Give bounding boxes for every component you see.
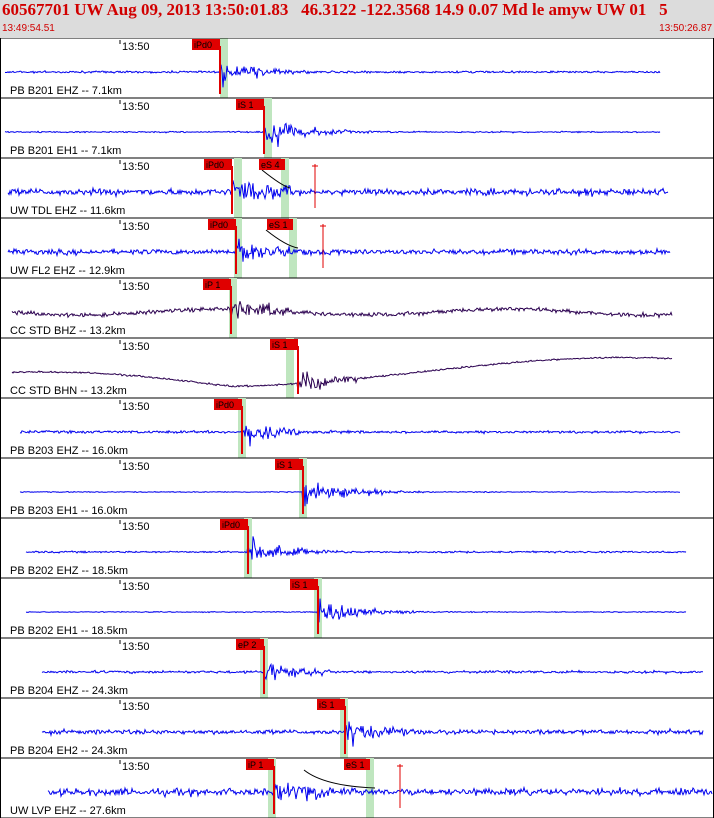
theory-curve: [261, 169, 291, 189]
theory-curve: [303, 769, 376, 789]
station-label: UW FL2 EHZ -- 12.9km: [10, 265, 125, 277]
s-pick-label-bg[interactable]: [267, 219, 293, 230]
waveform: [7, 238, 671, 262]
pick-label-bg[interactable]: [236, 639, 264, 650]
trace-panel: 13:50 iP 1 CC STD BHZ -- 13.2km: [0, 278, 714, 339]
event-title: 60567701 UW Aug 09, 2013 13:50:01.83 46.…: [2, 0, 668, 19]
waveform: [19, 482, 681, 507]
station-label: PB B202 EH1 -- 18.5km: [10, 625, 127, 637]
trace-panel: 13:50 iPd0 PB B201 EHZ -- 7.1km: [0, 38, 714, 99]
waveform: [11, 356, 673, 391]
waveform: [4, 122, 661, 147]
station-label: CC STD BHN -- 13.2km: [10, 385, 127, 397]
tick-label: 13:50: [122, 581, 150, 593]
pick-label-bg[interactable]: [236, 99, 264, 110]
p-window: [286, 338, 294, 398]
pick-label: eP 2: [238, 640, 256, 650]
pick-label: iPd0: [210, 220, 228, 230]
p-window: [264, 98, 272, 158]
tick-label: 13:50: [122, 761, 150, 773]
tick-label: 13:50: [122, 281, 150, 293]
trace-panel: 13:50 iPd0 eS 1 UW FL2 EHZ -- 12.9km: [0, 218, 714, 279]
pick-label: iP 1: [248, 760, 263, 770]
station-label: UW TDL EHZ -- 11.6km: [10, 205, 125, 217]
record-header: 60567701 UW Aug 09, 2013 13:50:01.83 46.…: [0, 0, 714, 38]
s-pick-label: eS 1: [269, 220, 288, 230]
pick-label: iS 1: [292, 580, 308, 590]
waveform: [7, 180, 669, 201]
time-start-label: 13:49:54.51: [2, 23, 55, 34]
s-pick-label: eS 4: [261, 160, 280, 170]
station-label: PB B201 EH1 -- 7.1km: [10, 145, 121, 157]
theory-curve: [265, 229, 299, 249]
trace-panel: 13:50 iS 1 PB B203 EH1 -- 16.0km: [0, 458, 714, 519]
pick-label: iS 1: [277, 460, 293, 470]
pick-label: iPd0: [216, 400, 234, 410]
pick-label-bg[interactable]: [208, 219, 236, 230]
pick-label: iS 1: [238, 100, 254, 110]
trace-panel: 13:50 iPd0 PB B203 EHZ -- 16.0km: [0, 398, 714, 459]
s-pick-label-bg[interactable]: [344, 759, 370, 770]
pick-label-bg[interactable]: [270, 339, 298, 350]
pick-label-bg[interactable]: [192, 39, 220, 50]
p-window: [268, 758, 276, 818]
tick-label: 13:50: [122, 641, 150, 653]
station-label: PB B201 EHZ -- 7.1km: [10, 85, 122, 97]
pick-label: iS 1: [319, 700, 335, 710]
tick-label: 13:50: [122, 701, 150, 713]
trace-panel: 13:50 eP 2 PB B204 EHZ -- 24.3km: [0, 638, 714, 699]
pick-label-bg[interactable]: [317, 699, 345, 710]
waveform: [41, 721, 704, 747]
pick-label-bg[interactable]: [246, 759, 274, 770]
waveform: [11, 301, 673, 320]
pick-label-bg[interactable]: [290, 579, 318, 590]
trace-panel: 13:50 iS 1 PB B202 EH1 -- 18.5km: [0, 578, 714, 639]
pick-label: iS 1: [272, 340, 288, 350]
tick-label: 13:50: [122, 461, 150, 473]
s-window: [289, 218, 297, 278]
s-pick-label: eS 1: [346, 760, 365, 770]
pick-label: iPd0: [206, 160, 224, 170]
tick-label: 13:50: [122, 401, 150, 413]
s-pick-label-bg[interactable]: [259, 159, 285, 170]
tick-label: 13:50: [122, 101, 150, 113]
trace-panel: 13:50 iPd0 eS 4 UW TDL EHZ -- 11.6km: [0, 158, 714, 219]
tick-label: 13:50: [122, 521, 150, 533]
tick-label: 13:50: [122, 41, 150, 53]
waveform: [41, 662, 703, 681]
pick-label-bg[interactable]: [214, 399, 242, 410]
waveform: [25, 598, 687, 623]
trace-panel: 13:50 iS 1 PB B201 EH1 -- 7.1km: [0, 98, 714, 159]
p-window: [220, 38, 228, 98]
pick-label-bg[interactable]: [203, 279, 231, 290]
station-label: UW LVP EHZ -- 27.6km: [10, 805, 126, 817]
trace-panel: 13:50 iS 1 PB B204 EH2 -- 24.3km: [0, 698, 714, 759]
pick-label-bg[interactable]: [220, 519, 248, 530]
station-label: PB B204 EHZ -- 24.3km: [10, 685, 128, 697]
pick-label: iPd0: [194, 40, 212, 50]
time-end-label: 13:50:26.87: [659, 23, 712, 34]
pick-label: iPd0: [222, 520, 240, 530]
pick-label: iP 1: [205, 280, 220, 290]
tick-label: 13:50: [122, 341, 150, 353]
trace-panel: 13:50 iS 1 CC STD BHN -- 13.2km: [0, 338, 714, 399]
waveform: [25, 536, 687, 560]
waveform: [4, 64, 661, 88]
pick-label-bg[interactable]: [204, 159, 232, 170]
waveform: [19, 425, 681, 447]
pick-label-bg[interactable]: [275, 459, 303, 470]
station-label: CC STD BHZ -- 13.2km: [10, 325, 126, 337]
waveform: [47, 782, 713, 802]
tick-label: 13:50: [122, 161, 150, 173]
station-label: PB B202 EHZ -- 18.5km: [10, 565, 128, 577]
trace-panel: 13:50 iPd0 PB B202 EHZ -- 18.5km: [0, 518, 714, 579]
trace-panel: 13:50 iP 1 eS 1 UW LVP EHZ -- 27.6km: [0, 758, 714, 818]
station-label: PB B203 EHZ -- 16.0km: [10, 445, 128, 457]
station-label: PB B204 EH2 -- 24.3km: [10, 745, 127, 757]
station-label: PB B203 EH1 -- 16.0km: [10, 505, 127, 517]
tick-label: 13:50: [122, 221, 150, 233]
